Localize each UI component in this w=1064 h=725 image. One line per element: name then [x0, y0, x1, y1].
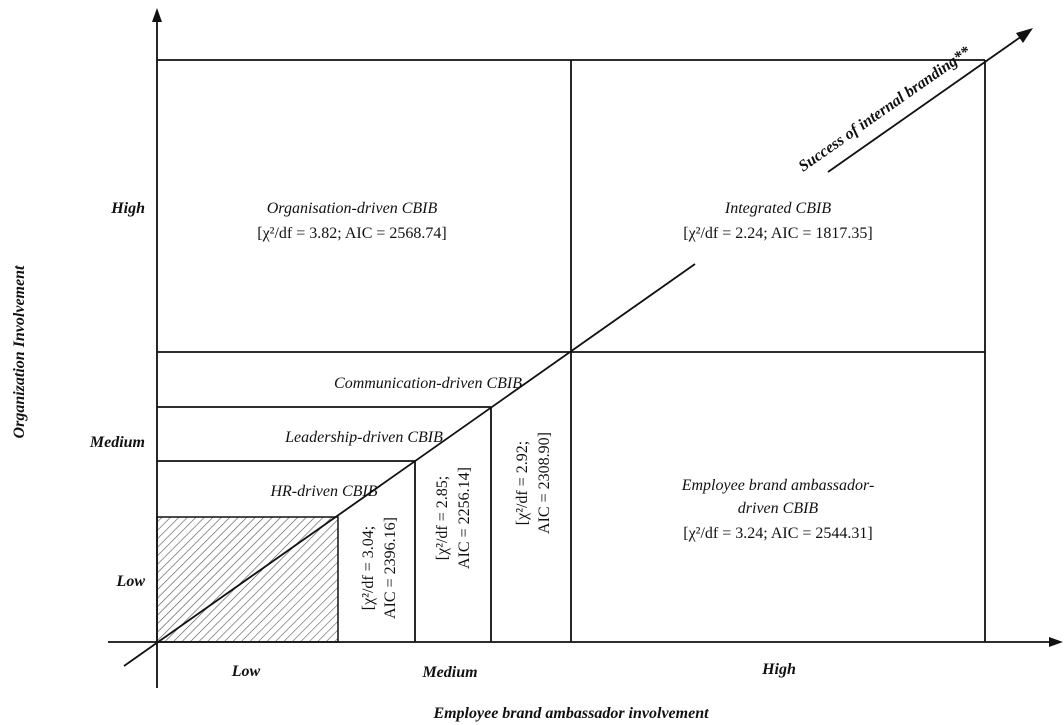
x-tick-high: High [761, 661, 796, 678]
svg-text:[χ²/df = 2.85;: [χ²/df = 2.85; [434, 476, 451, 560]
svg-text:AIC = 2396.16]: AIC = 2396.16] [382, 517, 399, 619]
organisation-cbib-label: Organisation-driven CBIB [267, 200, 438, 217]
leadership-cbib-stats: [χ²/df = 2.85; AIC = 2256.14] [434, 467, 473, 569]
communication-cbib-stats: [χ²/df = 2.92; AIC = 2308.90] [514, 432, 553, 534]
employee-cbib-label-line2: driven CBIB [738, 500, 819, 517]
svg-text:[χ²/df = 2.92;: [χ²/df = 2.92; [514, 441, 531, 525]
x-tick-low: Low [231, 663, 261, 680]
y-tick-medium: Medium [89, 434, 145, 451]
x-tick-medium: Medium [421, 664, 477, 681]
employee-cbib-stats: [χ²/df = 3.24; AIC = 2544.31] [683, 525, 873, 542]
employee-cbib-label-line1: Employee brand ambassador- [681, 477, 875, 494]
hr-cbib-label: HR-driven CBIB [269, 483, 377, 500]
y-tick-high: High [110, 200, 145, 217]
organisation-cbib-stats: [χ²/df = 3.82; AIC = 2568.74] [257, 225, 447, 242]
y-axis-arrowhead [152, 8, 162, 22]
svg-text:AIC = 2256.14]: AIC = 2256.14] [456, 467, 473, 569]
svg-text:AIC = 2308.90]: AIC = 2308.90] [536, 432, 553, 534]
integrated-cbib-label: Integrated CBIB [724, 200, 831, 217]
communication-cbib-label: Communication-driven CBIB [334, 375, 522, 392]
y-axis-title: Organization Involvement [11, 265, 28, 438]
hr-cbib-stats: [χ²/df = 3.04; AIC = 2396.16] [360, 517, 399, 619]
success-arrowhead [1016, 28, 1033, 43]
success-arrow-line [827, 35, 1023, 173]
success-arrow-label: Success of internal branding** [796, 43, 975, 176]
y-tick-low: Low [116, 573, 146, 590]
x-axis-arrowhead [1049, 637, 1063, 647]
integrated-cbib-stats: [χ²/df = 2.24; AIC = 1817.35] [683, 225, 873, 242]
success-diagonal-line [123, 263, 696, 667]
x-axis-title: Employee brand ambassador involvement [432, 705, 709, 722]
svg-text:[χ²/df = 3.04;: [χ²/df = 3.04; [360, 526, 377, 610]
leadership-cbib-label: Leadership-driven CBIB [284, 429, 443, 446]
